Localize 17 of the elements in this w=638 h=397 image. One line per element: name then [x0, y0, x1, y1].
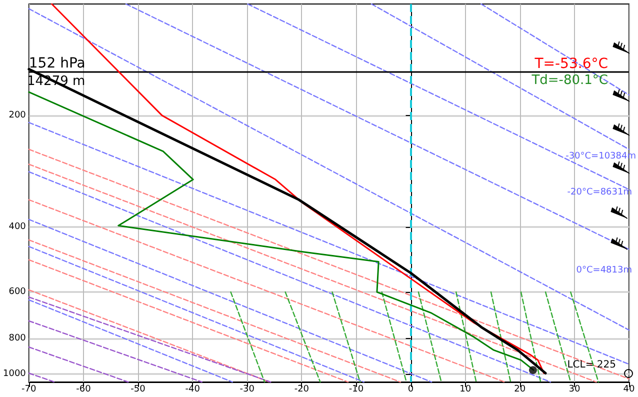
y-tick-label: 800	[8, 333, 26, 344]
y-tick-label: 1000	[3, 369, 26, 380]
y-tick-label: 200	[8, 110, 26, 120]
ref-line-label: 152 hPa	[28, 55, 86, 72]
x-tick-label: -60	[76, 384, 92, 394]
x-tick-label: 40	[623, 384, 635, 394]
x-tick-label: -50	[130, 384, 146, 394]
x-tick-label: 20	[514, 384, 526, 394]
annotation: Td=-80.1°C	[530, 73, 608, 88]
x-tick-label: -10	[348, 384, 364, 394]
y-tick-label: 400	[8, 222, 26, 232]
x-tick-label: -70	[22, 384, 37, 394]
y-tick-label: 600	[8, 287, 26, 298]
x-tick-label: 10	[460, 384, 472, 394]
annotation: T=-53.6°C	[534, 56, 608, 72]
x-tick-label: 30	[568, 384, 580, 394]
annotation: LCL= 225	[567, 360, 616, 370]
